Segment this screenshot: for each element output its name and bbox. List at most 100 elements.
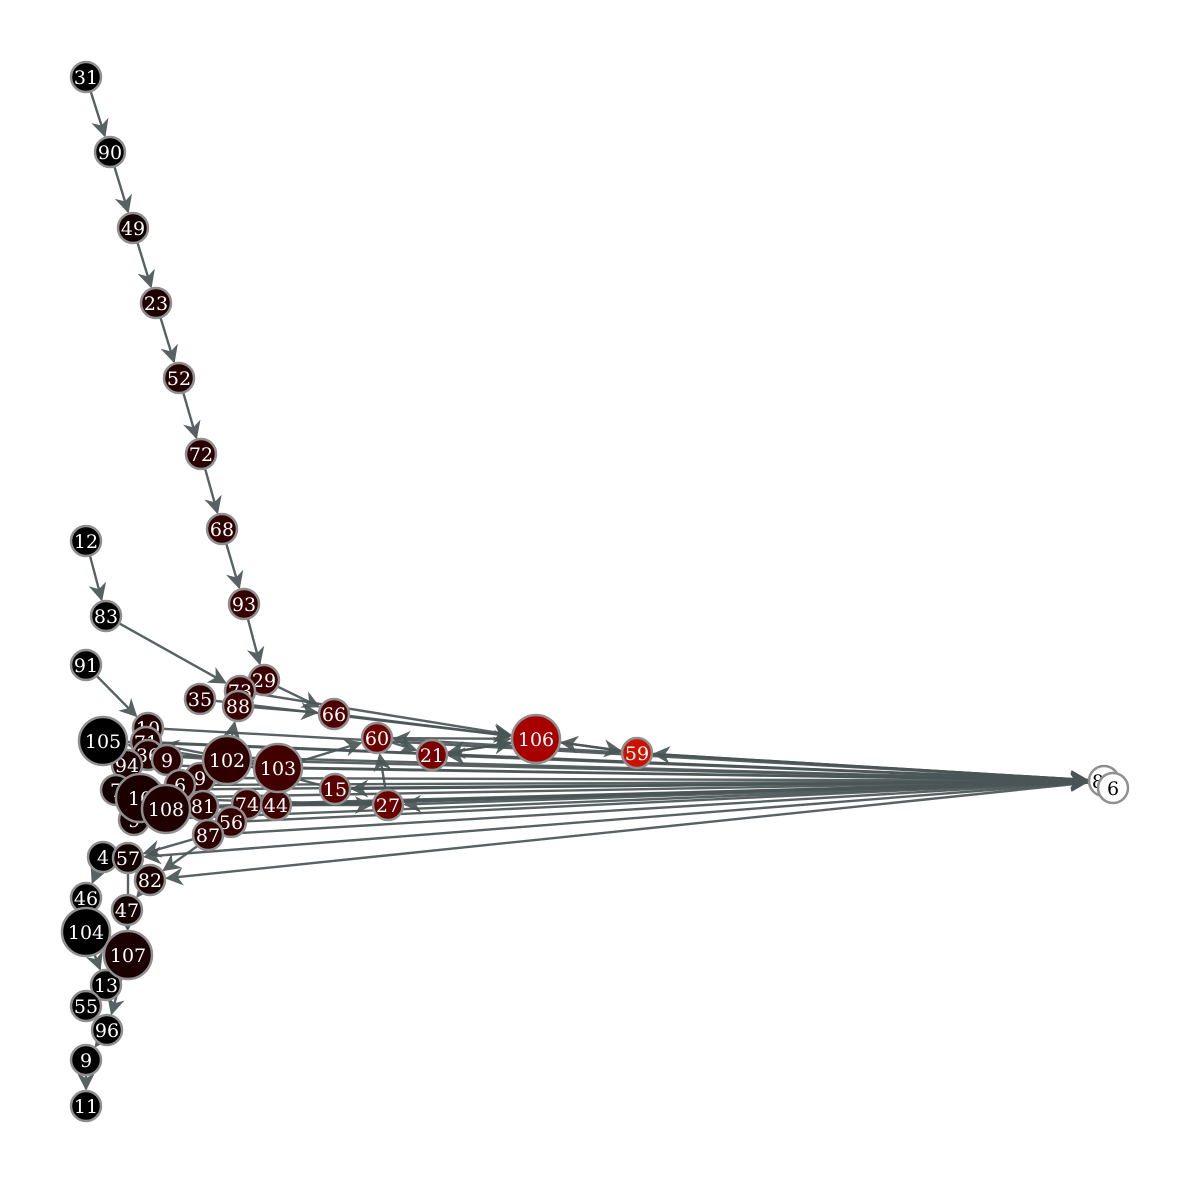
node-label: 83 bbox=[94, 606, 118, 628]
edge-103-to-60 bbox=[300, 738, 363, 763]
edge-52-to-72 bbox=[182, 392, 201, 440]
node-15[interactable]: 15 bbox=[318, 772, 352, 806]
node-35[interactable]: 35 bbox=[183, 682, 217, 716]
node-circle bbox=[139, 286, 173, 320]
node-circle bbox=[510, 713, 562, 765]
node-label: 56 bbox=[219, 812, 243, 834]
node-label: 106 bbox=[518, 729, 554, 751]
edge-100-to-84 bbox=[163, 772, 1089, 799]
node-57[interactable]: 57 bbox=[111, 841, 145, 875]
node-13[interactable]: 13 bbox=[89, 968, 123, 1002]
node-label: 31 bbox=[74, 67, 98, 89]
node-83[interactable]: 83 bbox=[89, 599, 123, 633]
node-label: 52 bbox=[167, 368, 191, 390]
node-label: 68 bbox=[210, 519, 234, 541]
node-label: 105 bbox=[85, 731, 121, 753]
node-circle bbox=[111, 841, 145, 875]
node-55[interactable]: 55 bbox=[69, 989, 103, 1023]
node-23[interactable]: 23 bbox=[139, 286, 173, 320]
node-96[interactable]: 96 bbox=[90, 1013, 124, 1047]
edge-84-to-15 bbox=[350, 779, 1090, 798]
node-27[interactable]: 27 bbox=[371, 788, 405, 822]
node-88[interactable]: 88 bbox=[221, 689, 255, 723]
node-label: 59 bbox=[625, 743, 649, 765]
node-label: 9 bbox=[194, 768, 206, 790]
edge-66-to-106 bbox=[348, 714, 512, 743]
nodes-layer: 3190492352726893291283913573886660215984… bbox=[60, 60, 1130, 1123]
node-46[interactable]: 46 bbox=[69, 881, 103, 915]
node-label: 15 bbox=[323, 779, 347, 801]
node-circle bbox=[371, 788, 405, 822]
node-81[interactable]: 81 bbox=[186, 789, 220, 823]
node-108[interactable]: 108 bbox=[140, 783, 192, 835]
node-47[interactable]: 47 bbox=[110, 893, 144, 927]
node-69[interactable]: 9 bbox=[150, 743, 184, 777]
node-9[interactable]: 9 bbox=[69, 1043, 103, 1077]
node-label: 27 bbox=[376, 795, 400, 817]
node-72[interactable]: 72 bbox=[184, 437, 218, 471]
node-label: 60 bbox=[365, 728, 389, 750]
edge-27-to-60 bbox=[373, 753, 392, 791]
node-103[interactable]: 103 bbox=[252, 742, 304, 794]
node-60[interactable]: 60 bbox=[360, 721, 394, 755]
node-label: 94 bbox=[115, 755, 139, 777]
node-11[interactable]: 11 bbox=[69, 1089, 103, 1123]
node-82[interactable]: 82 bbox=[133, 863, 167, 897]
node-label: 88 bbox=[226, 696, 250, 718]
node-85[interactable]: 6 bbox=[1096, 771, 1130, 805]
edge-106-to-59 bbox=[559, 739, 622, 758]
node-circle bbox=[93, 135, 127, 169]
node-label: 96 bbox=[95, 1020, 119, 1042]
node-21[interactable]: 21 bbox=[415, 738, 449, 772]
node-label: 66 bbox=[322, 704, 346, 726]
node-label: 13 bbox=[94, 975, 118, 997]
node-label: 107 bbox=[110, 945, 146, 967]
node-circle bbox=[183, 682, 217, 716]
node-label: 23 bbox=[144, 293, 168, 315]
node-circle bbox=[252, 742, 304, 794]
node-59[interactable]: 59 bbox=[620, 736, 654, 770]
node-label: 11 bbox=[74, 1096, 98, 1118]
edge-83-to-73 bbox=[118, 622, 227, 684]
edge-99-to-84 bbox=[214, 771, 1089, 790]
node-52[interactable]: 52 bbox=[162, 361, 196, 395]
node-circle bbox=[317, 697, 351, 731]
node-label: 29 bbox=[252, 670, 276, 692]
node-circle bbox=[69, 648, 103, 682]
node-circle bbox=[221, 689, 255, 723]
node-104[interactable]: 104 bbox=[60, 906, 112, 958]
node-93[interactable]: 93 bbox=[227, 587, 261, 621]
node-29[interactable]: 29 bbox=[247, 663, 281, 697]
edge-90-to-49 bbox=[113, 166, 132, 214]
node-107[interactable]: 107 bbox=[102, 929, 154, 981]
node-label: 49 bbox=[121, 218, 145, 240]
node-circle bbox=[69, 1043, 103, 1077]
node-4[interactable]: 4 bbox=[86, 840, 120, 874]
node-label: 9 bbox=[161, 750, 173, 772]
edge-4-to-46 bbox=[90, 863, 108, 884]
node-106[interactable]: 106 bbox=[510, 713, 562, 765]
node-49[interactable]: 49 bbox=[116, 211, 150, 245]
node-68[interactable]: 68 bbox=[205, 512, 239, 546]
node-circle bbox=[360, 721, 394, 755]
node-circle bbox=[415, 738, 449, 772]
node-12[interactable]: 12 bbox=[69, 524, 103, 558]
node-label: 72 bbox=[189, 444, 213, 466]
node-66[interactable]: 66 bbox=[317, 697, 351, 731]
node-91[interactable]: 91 bbox=[69, 648, 103, 682]
node-87[interactable]: 87 bbox=[191, 818, 225, 852]
node-90[interactable]: 90 bbox=[93, 135, 127, 169]
node-102[interactable]: 102 bbox=[201, 734, 253, 786]
node-circle bbox=[90, 1013, 124, 1047]
node-circle bbox=[318, 772, 352, 806]
edge-49-to-23 bbox=[136, 241, 155, 289]
node-105[interactable]: 105 bbox=[77, 715, 129, 767]
node-circle bbox=[69, 989, 103, 1023]
node-circle bbox=[69, 60, 103, 94]
node-56[interactable]: 56 bbox=[214, 805, 248, 839]
node-circle bbox=[1096, 771, 1130, 805]
node-31[interactable]: 31 bbox=[69, 60, 103, 94]
edge-84-to-82 bbox=[165, 781, 1090, 886]
edge-73-to-106 bbox=[254, 692, 513, 742]
node-44[interactable]: 44 bbox=[259, 788, 293, 822]
